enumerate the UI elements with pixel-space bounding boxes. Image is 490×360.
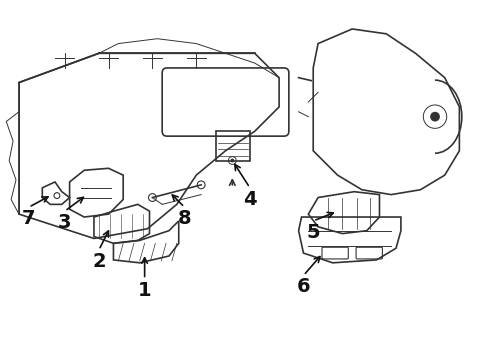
Text: 3: 3: [58, 213, 72, 232]
Text: 1: 1: [138, 282, 151, 300]
Text: 2: 2: [92, 252, 106, 271]
Text: 4: 4: [243, 190, 257, 209]
Text: 7: 7: [22, 209, 35, 228]
Text: 8: 8: [178, 209, 192, 228]
Circle shape: [430, 112, 440, 122]
Text: 5: 5: [306, 223, 320, 242]
Text: 6: 6: [296, 278, 310, 296]
Circle shape: [230, 158, 234, 162]
